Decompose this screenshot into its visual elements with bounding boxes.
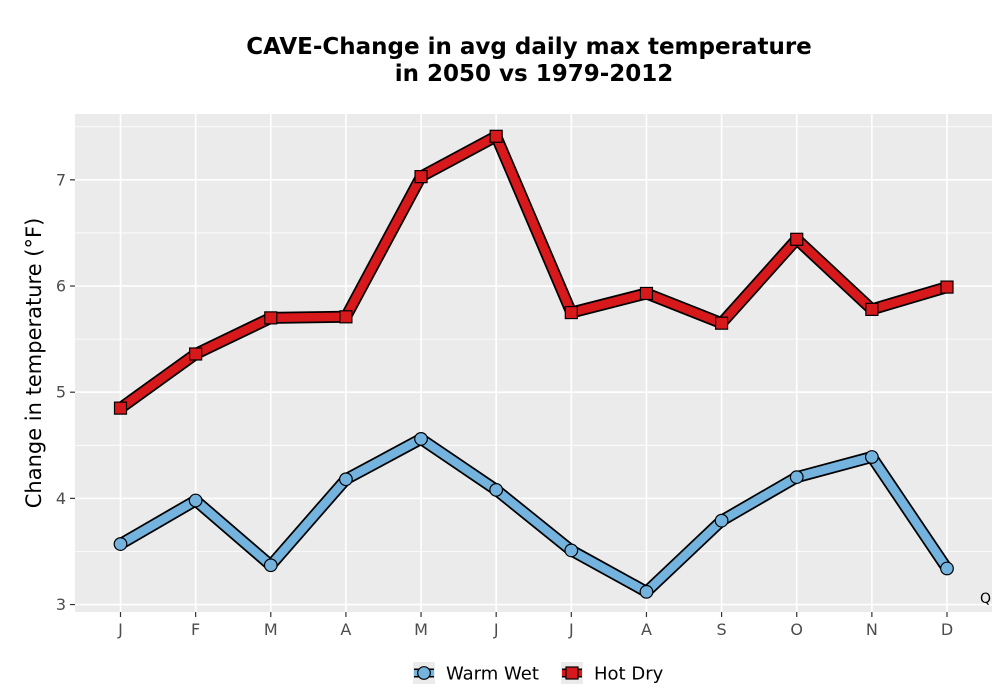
series-hot-dry (113, 129, 954, 415)
chart-title-line-2: in 2050 vs 1979-2012 (395, 61, 674, 87)
legend-label: Warm Wet (446, 664, 539, 685)
y-axis-title: Change in temperature (°F) (22, 218, 46, 509)
x-tick-label: J (493, 620, 499, 639)
data-point (714, 513, 729, 528)
data-point (188, 493, 203, 508)
data-point (264, 311, 278, 325)
data-point (489, 482, 504, 497)
data-point (564, 305, 578, 320)
data-point (789, 470, 804, 485)
data-point (189, 347, 203, 361)
y-tick-label: 7 (56, 170, 66, 189)
data-point (790, 232, 804, 246)
data-point (639, 584, 654, 599)
legend-key-marker (417, 666, 431, 680)
series-warm-wet (113, 432, 954, 599)
data-point (414, 432, 428, 446)
y-tick-label: 4 (56, 489, 66, 508)
data-point (489, 129, 503, 143)
y-tick-label: 3 (56, 595, 66, 614)
series-layer (113, 129, 954, 599)
x-tick-label: M (414, 620, 428, 639)
x-tick-label: D (941, 620, 953, 639)
legend-label: Hot Dry (594, 664, 664, 685)
data-point (113, 537, 128, 551)
data-point (639, 286, 654, 301)
x-tick-label: M (264, 620, 278, 639)
chart-title-line-1: CAVE-Change in avg daily max temperature (246, 34, 812, 60)
legend-item-warm-wet: Warm Wet (413, 662, 539, 685)
y-tick-label: 5 (56, 383, 66, 402)
x-tick-label: N (866, 620, 878, 639)
x-tick-label: A (340, 620, 351, 639)
data-point (339, 472, 353, 487)
legend: Warm Wet Hot Dry (413, 662, 664, 685)
data-point (864, 450, 879, 464)
legend-key-marker (565, 666, 579, 680)
plot-panel (75, 114, 992, 612)
data-point (865, 302, 879, 316)
x-tick-label: S (717, 620, 727, 639)
data-point (113, 401, 128, 415)
y-tick-label: 6 (56, 277, 66, 296)
x-tick-label: A (641, 620, 652, 639)
major-gridlines (75, 114, 992, 612)
data-point (414, 170, 428, 184)
series-line (116, 132, 952, 413)
x-tick-label: J (568, 620, 574, 639)
x-tick-label: O (790, 620, 803, 639)
data-point (263, 558, 278, 573)
corner-annotation: Q (980, 591, 991, 607)
x-tick-label: F (191, 620, 200, 639)
x-tick-label: J (117, 620, 123, 639)
series-line (116, 434, 952, 597)
data-point (339, 310, 353, 324)
data-point (940, 561, 954, 576)
data-point (564, 543, 579, 558)
y-axis: 3 4 5 6 7 (56, 170, 75, 614)
data-point (714, 316, 729, 330)
legend-item-hot-dry: Hot Dry (561, 662, 664, 685)
data-point (940, 280, 954, 294)
